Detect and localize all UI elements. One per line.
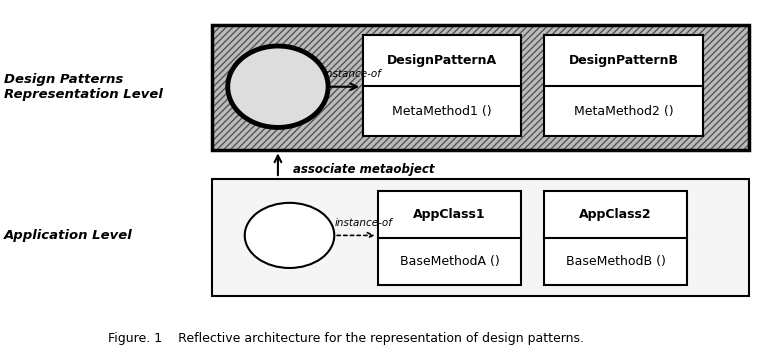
Text: associate metaobject: associate metaobject <box>293 163 435 176</box>
Text: AppClass1: AppClass1 <box>413 208 486 221</box>
Text: BaseMethodA (): BaseMethodA () <box>400 255 499 268</box>
Bar <box>544 191 687 285</box>
Ellipse shape <box>245 203 334 268</box>
Text: BaseMethodB (): BaseMethodB () <box>566 255 665 268</box>
Text: DesignPatternA: DesignPatternA <box>387 54 497 67</box>
Text: DesignPatternB: DesignPatternB <box>568 54 679 67</box>
Bar <box>544 35 703 136</box>
Text: Figure. 1    Reflective architecture for the representation of design patterns.: Figure. 1 Reflective architecture for th… <box>108 332 584 345</box>
Ellipse shape <box>228 46 328 127</box>
Bar <box>378 191 521 285</box>
Text: MetaMethod2 (): MetaMethod2 () <box>574 104 673 118</box>
Text: MetaMethod1 (): MetaMethod1 () <box>392 104 492 118</box>
Bar <box>212 25 749 150</box>
Text: Application Level: Application Level <box>4 229 133 242</box>
Bar <box>212 25 749 150</box>
Bar <box>363 35 521 136</box>
Text: AppClass2: AppClass2 <box>579 208 652 221</box>
Text: Design Patterns
Representation Level: Design Patterns Representation Level <box>4 73 163 101</box>
Bar <box>212 179 749 296</box>
Bar <box>212 25 749 150</box>
Text: instance-of: instance-of <box>335 218 392 228</box>
Text: instance-of: instance-of <box>324 69 381 79</box>
